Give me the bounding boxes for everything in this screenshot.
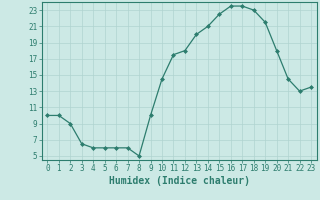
X-axis label: Humidex (Indice chaleur): Humidex (Indice chaleur) — [109, 176, 250, 186]
